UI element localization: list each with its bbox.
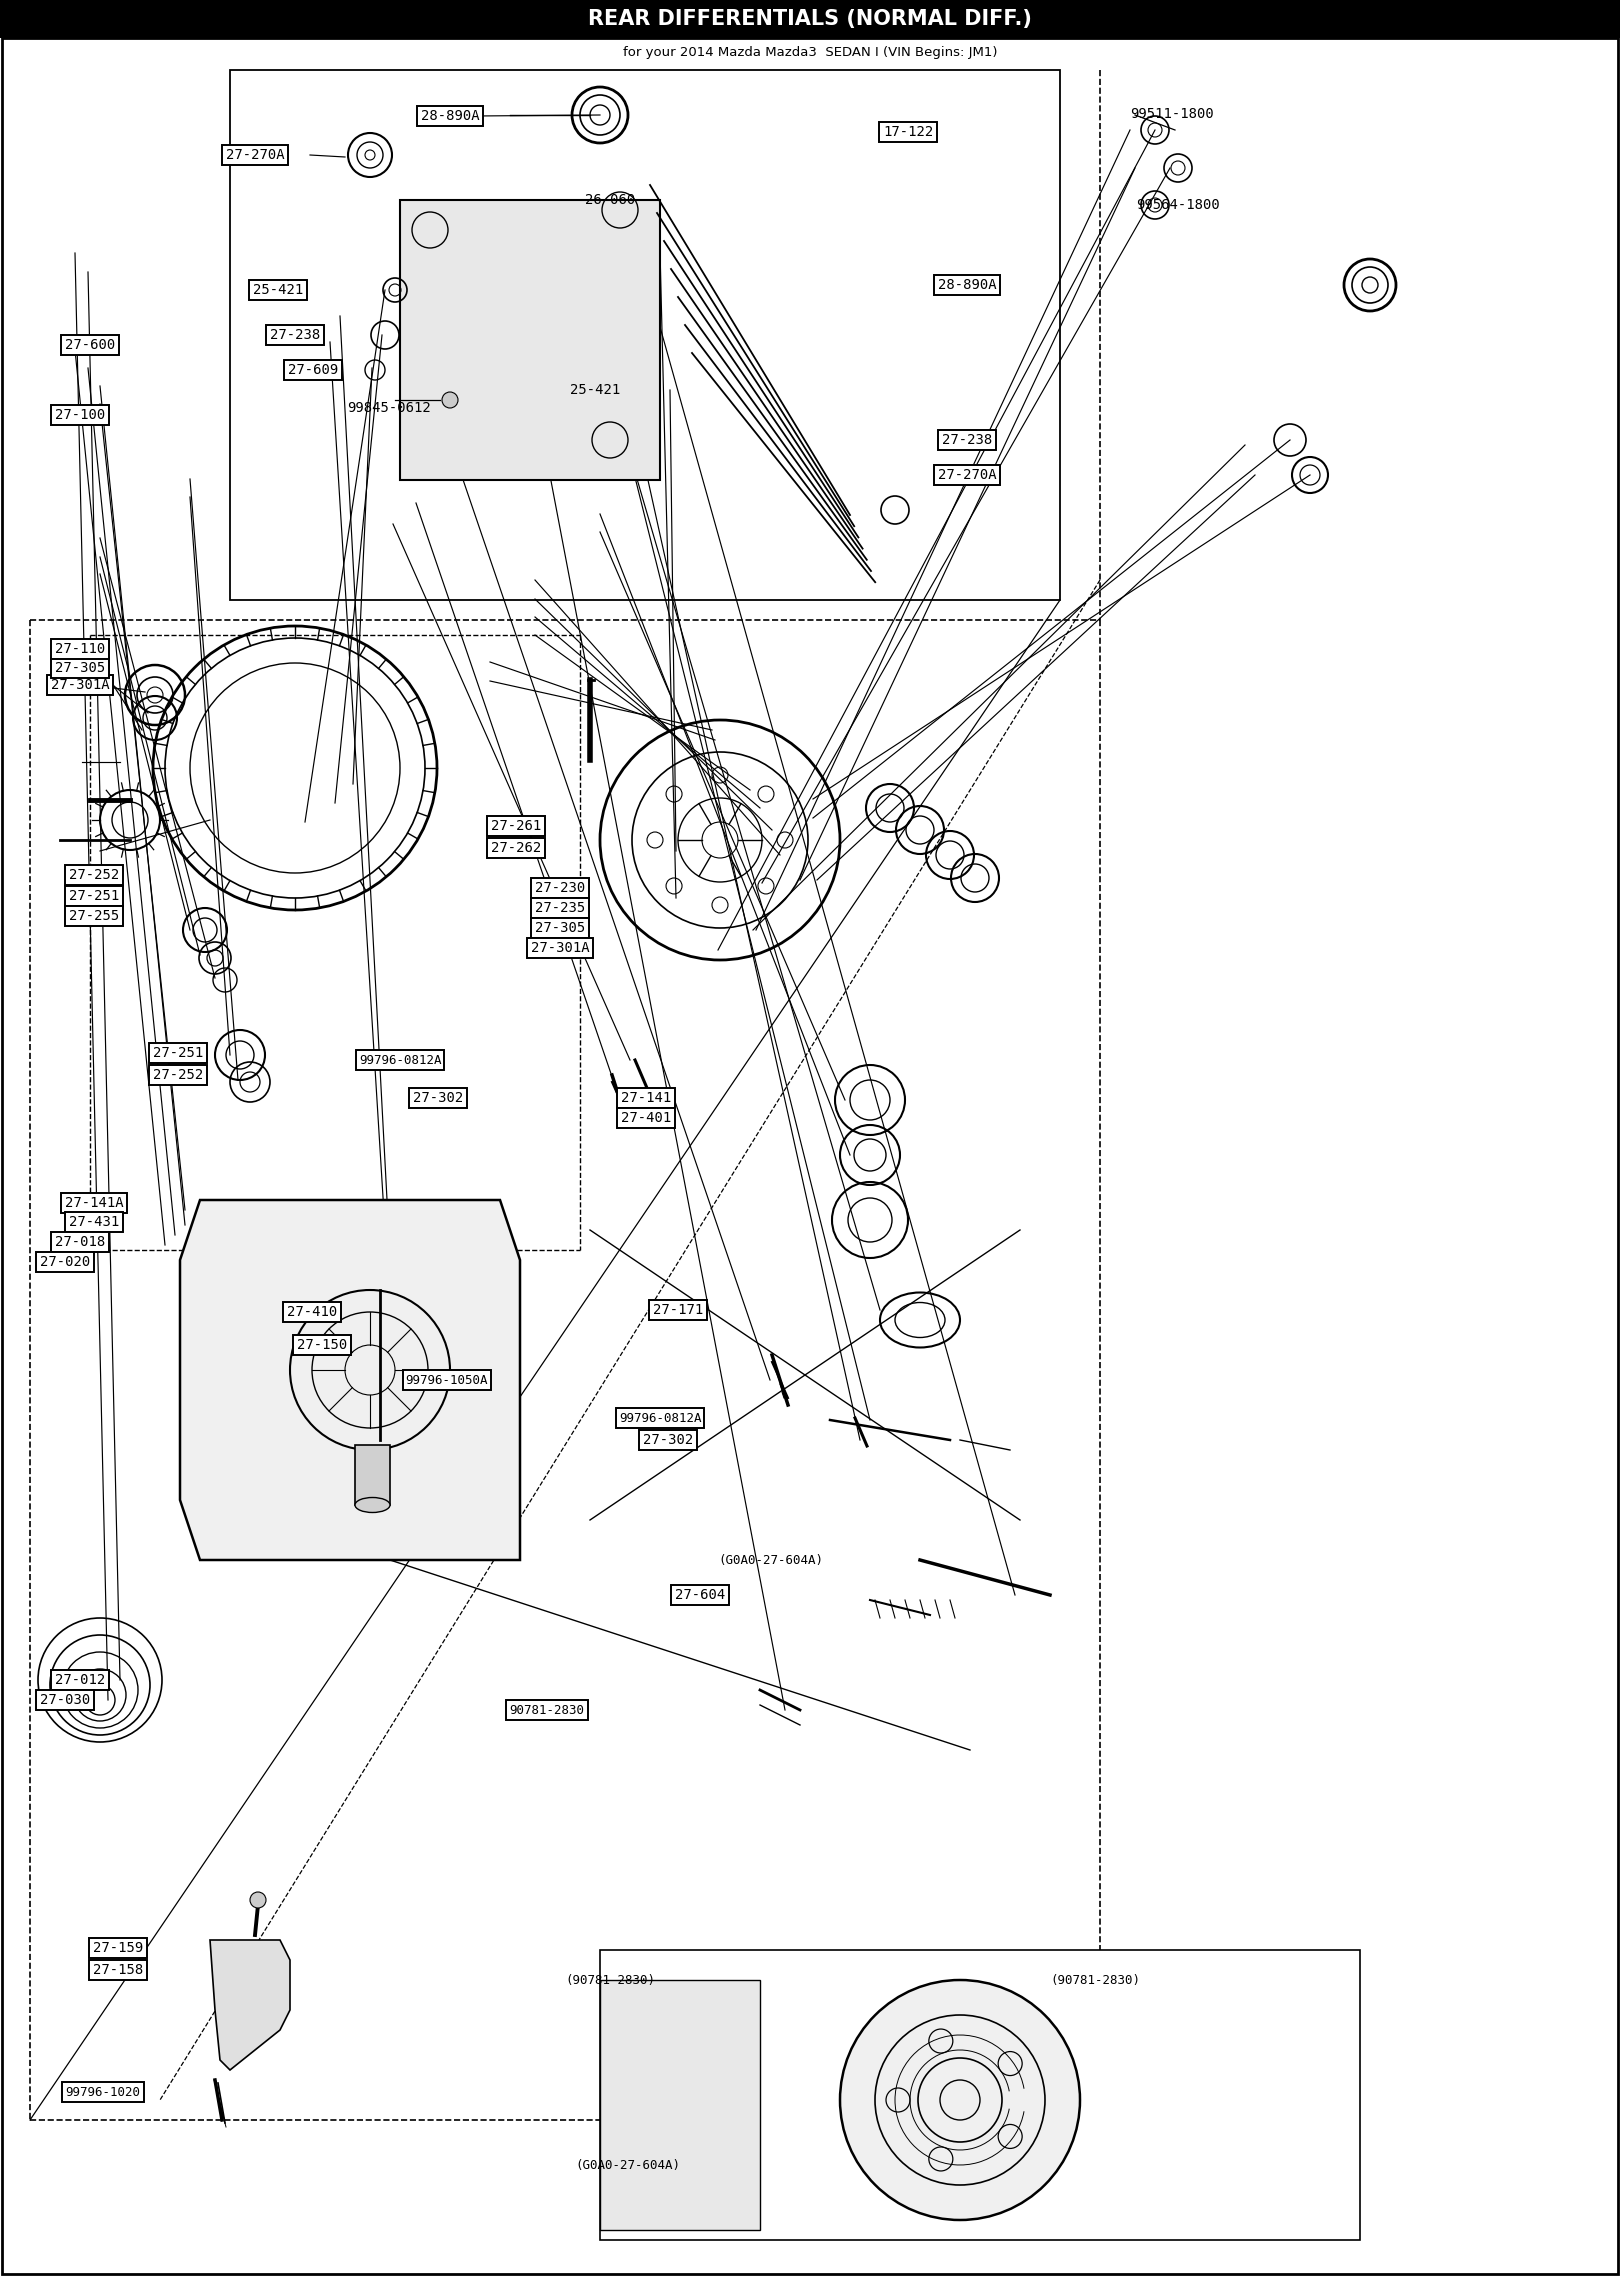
Text: 90781-2830: 90781-2830 bbox=[510, 1702, 585, 1716]
Text: for your 2014 Mazda Mazda3  SEDAN I (VIN Begins: JM1): for your 2014 Mazda Mazda3 SEDAN I (VIN … bbox=[622, 46, 998, 59]
Text: (G0A0-27-604A): (G0A0-27-604A) bbox=[575, 2158, 680, 2171]
Text: 27-410: 27-410 bbox=[287, 1304, 337, 1320]
Text: 27-431: 27-431 bbox=[70, 1215, 120, 1229]
Text: 27-305: 27-305 bbox=[55, 660, 105, 676]
Text: 25-421: 25-421 bbox=[570, 382, 620, 396]
Text: 99796-0812A: 99796-0812A bbox=[358, 1054, 441, 1067]
Polygon shape bbox=[211, 1939, 290, 2069]
Text: 27-235: 27-235 bbox=[535, 901, 585, 915]
Text: 27-609: 27-609 bbox=[288, 362, 339, 378]
Text: 27-302: 27-302 bbox=[413, 1090, 463, 1106]
Text: 26-060: 26-060 bbox=[585, 193, 635, 207]
Text: 27-261: 27-261 bbox=[491, 819, 541, 833]
Ellipse shape bbox=[355, 1498, 390, 1514]
Text: 27-251: 27-251 bbox=[152, 1047, 202, 1061]
Text: 27-600: 27-600 bbox=[65, 339, 115, 353]
Text: 27-255: 27-255 bbox=[70, 908, 120, 924]
Bar bbox=[599, 1980, 760, 2230]
Text: 27-110: 27-110 bbox=[55, 642, 105, 655]
Text: 27-262: 27-262 bbox=[491, 842, 541, 856]
Text: 28-890A: 28-890A bbox=[421, 109, 480, 123]
Text: 27-301A: 27-301A bbox=[50, 678, 109, 692]
Bar bbox=[230, 71, 1059, 601]
Text: 27-604: 27-604 bbox=[676, 1589, 726, 1602]
Text: (G0A0-27-604A): (G0A0-27-604A) bbox=[718, 1555, 823, 1566]
Text: 27-252: 27-252 bbox=[152, 1067, 202, 1081]
Text: 17-122: 17-122 bbox=[883, 125, 933, 139]
Text: 25-421: 25-421 bbox=[253, 282, 303, 296]
Text: 27-141A: 27-141A bbox=[65, 1195, 123, 1211]
Bar bbox=[599, 1951, 1361, 2240]
Text: 27-159: 27-159 bbox=[92, 1941, 143, 1955]
Text: (90781-2830): (90781-2830) bbox=[565, 1973, 654, 1987]
Text: 27-238: 27-238 bbox=[941, 432, 991, 446]
Text: 27-302: 27-302 bbox=[643, 1434, 693, 1448]
Text: 27-305: 27-305 bbox=[535, 922, 585, 935]
Text: 28-890A: 28-890A bbox=[938, 278, 996, 291]
Text: 27-301A: 27-301A bbox=[531, 940, 590, 956]
Text: 27-251: 27-251 bbox=[70, 890, 120, 904]
Text: 99845-0612: 99845-0612 bbox=[347, 401, 431, 414]
Text: 27-238: 27-238 bbox=[271, 328, 321, 341]
Text: 27-012: 27-012 bbox=[55, 1673, 105, 1687]
Bar bbox=[355, 1445, 390, 1504]
Text: 27-230: 27-230 bbox=[535, 881, 585, 894]
Text: 27-030: 27-030 bbox=[40, 1693, 91, 1707]
Bar bbox=[0, 0, 1620, 39]
Text: 27-270A: 27-270A bbox=[225, 148, 285, 162]
Circle shape bbox=[841, 1980, 1081, 2219]
Bar bbox=[400, 200, 659, 480]
Text: 27-158: 27-158 bbox=[92, 1962, 143, 1978]
Text: 99796-1050A: 99796-1050A bbox=[405, 1372, 488, 1386]
Circle shape bbox=[249, 1891, 266, 1907]
Text: 99511-1800: 99511-1800 bbox=[1131, 107, 1213, 121]
Text: 27-171: 27-171 bbox=[653, 1302, 703, 1318]
Text: 27-401: 27-401 bbox=[620, 1111, 671, 1124]
Circle shape bbox=[442, 391, 458, 407]
Text: (90781-2830): (90781-2830) bbox=[1050, 1973, 1140, 1987]
Text: 27-150: 27-150 bbox=[296, 1338, 347, 1352]
Text: 99796-0812A: 99796-0812A bbox=[619, 1411, 701, 1425]
Text: 27-018: 27-018 bbox=[55, 1236, 105, 1250]
Text: 27-141: 27-141 bbox=[620, 1090, 671, 1106]
Text: REAR DIFFERENTIALS (NORMAL DIFF.): REAR DIFFERENTIALS (NORMAL DIFF.) bbox=[588, 9, 1032, 30]
Text: 27-270A: 27-270A bbox=[938, 469, 996, 483]
Text: 27-020: 27-020 bbox=[40, 1254, 91, 1270]
Text: 99796-1020: 99796-1020 bbox=[65, 2085, 141, 2098]
Polygon shape bbox=[180, 1199, 520, 1559]
Text: 27-100: 27-100 bbox=[55, 407, 105, 421]
Text: 99564-1800: 99564-1800 bbox=[1136, 198, 1220, 212]
Text: 27-252: 27-252 bbox=[70, 867, 120, 883]
